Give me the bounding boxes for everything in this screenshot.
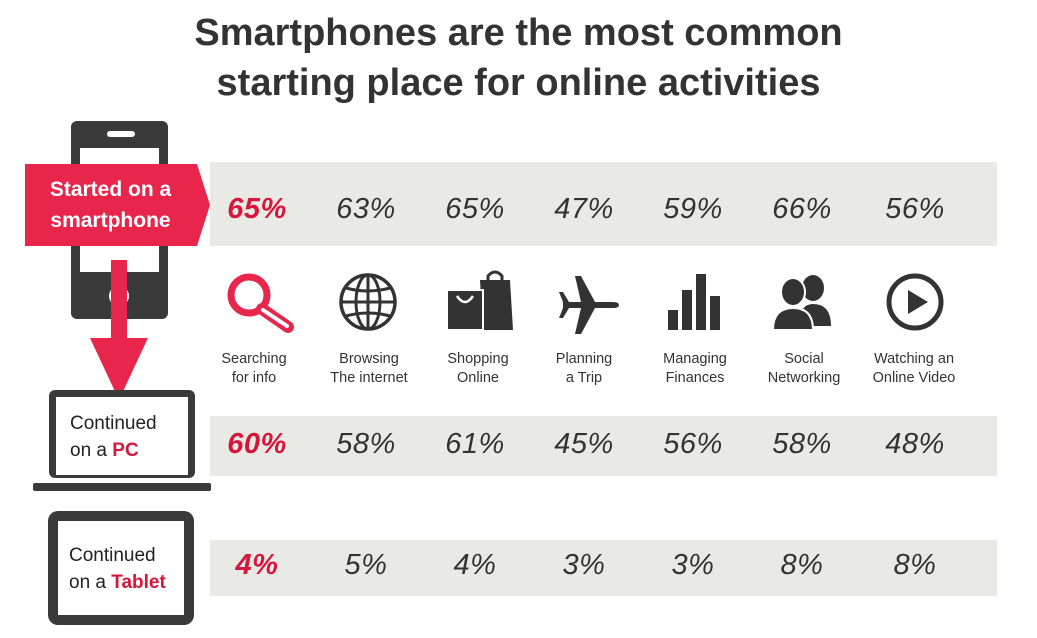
- title-line-1: Smartphones are the most common: [194, 12, 843, 54]
- smartphone-label-line-2: smartphone: [50, 209, 171, 232]
- pc-label-line-2: on a PC: [70, 440, 139, 461]
- value-smartphone-browsing: 63%: [336, 193, 396, 225]
- value-pc-social: 58%: [772, 428, 832, 460]
- value-tablet-searching: 4%: [235, 549, 279, 581]
- globe-icon: [339, 273, 397, 331]
- category-label-browsing: Browsing The internet: [330, 351, 408, 386]
- category-label-finances: Managing Finances: [663, 351, 727, 386]
- value-tablet-trip: 3%: [562, 549, 606, 581]
- category-label-trip: Planning a Trip: [555, 351, 613, 386]
- category-label-searching: Searching for info: [221, 351, 287, 386]
- pc-label-line-1: Continued: [70, 413, 157, 434]
- smartphone-label-line-1: Started on a: [49, 178, 172, 201]
- value-pc-finances: 56%: [663, 428, 723, 460]
- value-tablet-browsing: 5%: [344, 549, 388, 581]
- search-icon: [227, 273, 294, 333]
- title-line-2: starting place for online activities: [216, 62, 821, 104]
- pc-row-band: [210, 416, 997, 476]
- value-smartphone-video: 56%: [885, 193, 945, 225]
- value-smartphone-shopping: 65%: [445, 193, 505, 225]
- value-tablet-social: 8%: [780, 549, 824, 581]
- value-tablet-video: 8%: [893, 549, 937, 581]
- value-smartphone-searching: 65%: [227, 193, 287, 225]
- category-label-shopping: Shopping Online: [447, 351, 509, 386]
- value-pc-trip: 45%: [554, 428, 614, 460]
- tablet-label-line-2: on a Tablet: [69, 572, 166, 593]
- value-tablet-finances: 3%: [671, 549, 715, 581]
- page-title: Smartphones are the most common starting…: [0, 8, 1037, 108]
- tablet-label-accent: Tablet: [111, 572, 166, 593]
- bar-chart-icon: [668, 274, 720, 330]
- value-pc-searching: 60%: [227, 428, 287, 460]
- value-smartphone-finances: 59%: [663, 193, 723, 225]
- value-pc-shopping: 61%: [445, 428, 505, 460]
- tablet-row-label: Continued on a Tablet: [69, 542, 166, 596]
- value-pc-browsing: 58%: [336, 428, 396, 460]
- shopping-bag-icon: [446, 270, 513, 331]
- smartphone-row-band: [210, 162, 997, 246]
- play-icon: [886, 273, 944, 331]
- down-arrow-icon: [90, 260, 148, 400]
- value-tablet-shopping: 4%: [453, 549, 497, 581]
- pc-row-label: Continued on a PC: [70, 410, 157, 464]
- laptop-icon: [33, 390, 211, 491]
- category-label-video: Watching an Online Video: [872, 351, 956, 386]
- pc-label-accent: PC: [112, 440, 139, 461]
- airplane-icon: [559, 276, 619, 334]
- smartphone-row-label: Started on a smartphone: [25, 164, 210, 246]
- people-icon: [771, 275, 831, 331]
- value-smartphone-trip: 47%: [554, 193, 614, 225]
- tablet-icon: [48, 511, 194, 625]
- tablet-label-line-1: Continued: [69, 545, 156, 566]
- value-pc-video: 48%: [885, 428, 945, 460]
- tablet-row-band: [210, 540, 997, 596]
- category-label-social: Social Networking: [767, 351, 841, 386]
- value-smartphone-social: 66%: [772, 193, 832, 225]
